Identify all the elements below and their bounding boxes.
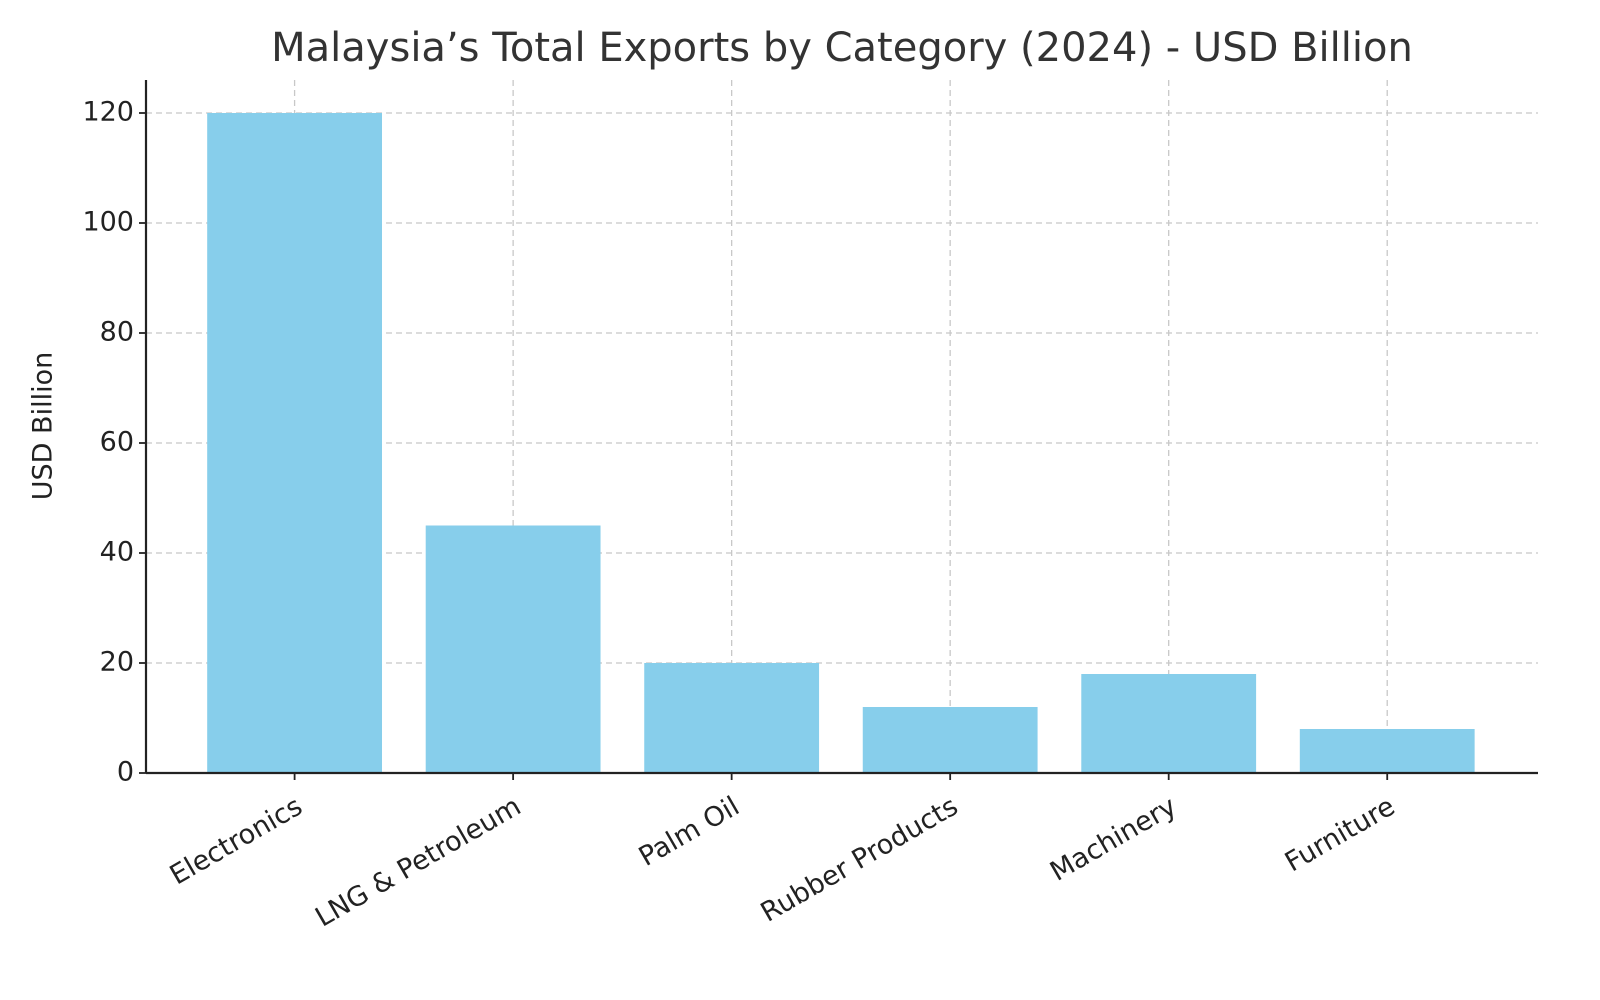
bar bbox=[1081, 674, 1257, 773]
y-tick-label: 80 bbox=[100, 317, 134, 348]
y-axis-label: USD Billion bbox=[28, 352, 59, 500]
bar bbox=[425, 525, 601, 773]
x-tick-label: Electronics bbox=[165, 791, 308, 891]
y-tick-label: 0 bbox=[117, 757, 134, 788]
x-tick-label: Machinery bbox=[1045, 791, 1182, 888]
chart-title: Malaysia’s Total Exports by Category (20… bbox=[271, 25, 1413, 71]
y-tick-label: 60 bbox=[100, 427, 134, 458]
x-tick-label: Rubber Products bbox=[756, 791, 964, 929]
y-tick-label: 100 bbox=[82, 207, 134, 238]
x-tick-label: LNG & Petroleum bbox=[310, 791, 526, 934]
y-tick-label: 20 bbox=[100, 647, 134, 678]
x-tick-label: Palm Oil bbox=[634, 791, 745, 873]
bar bbox=[1299, 729, 1475, 773]
bar bbox=[862, 707, 1038, 773]
y-tick-label: 120 bbox=[82, 97, 134, 128]
bar bbox=[207, 113, 383, 773]
bar bbox=[644, 663, 820, 773]
y-tick-label: 40 bbox=[100, 537, 134, 568]
x-tick-label: Furniture bbox=[1280, 791, 1400, 878]
